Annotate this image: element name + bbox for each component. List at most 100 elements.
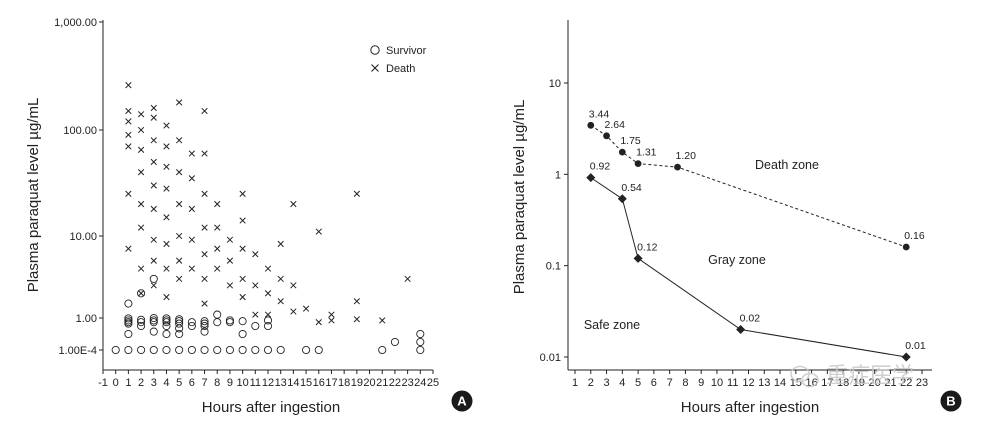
- survivor-point: [175, 317, 184, 326]
- x-tick-label: 15: [300, 377, 312, 389]
- panel-a-letter-badge: A: [451, 390, 473, 412]
- y-tick-label: 1,000.00: [54, 17, 97, 29]
- y-tick-label: 10: [549, 78, 561, 90]
- x-tick-label: 12: [262, 377, 274, 389]
- death-point: [150, 137, 157, 144]
- survivor-point: [263, 316, 273, 325]
- x-tick-label: 11: [727, 377, 738, 389]
- death-threshold-point: [902, 243, 910, 251]
- x-tick-label: 4: [163, 377, 169, 389]
- survivor-point: [162, 345, 171, 355]
- x-tick-label: 15: [790, 377, 802, 389]
- death-point: [315, 319, 322, 326]
- y-tick-label: 100.00: [63, 125, 97, 137]
- survivor-point: [314, 345, 323, 355]
- data-label: 0.01: [905, 340, 926, 352]
- survivor-point: [263, 345, 273, 355]
- death-point: [239, 293, 246, 301]
- data-label: 0.12: [637, 241, 658, 253]
- data-label: 3.44: [589, 108, 610, 120]
- survivor-point: [124, 316, 133, 325]
- x-tick-label: 1: [125, 377, 131, 389]
- x-tick-label: 21: [376, 377, 388, 389]
- x-tick-label: 0: [113, 377, 119, 389]
- x-tick-label: 16: [313, 377, 325, 389]
- death-point: [290, 282, 297, 289]
- death-point: [125, 118, 132, 125]
- x-tick-label: 6: [189, 377, 195, 389]
- x-tick-label: 25: [427, 377, 439, 389]
- y-tick-label: 1.00: [76, 313, 97, 325]
- panel-b-x-ticks: 1 2 3 4 5 6 7 8 9 10 11 12 13 14 15 16 17 18 19 20 21 22 23: [572, 370, 928, 389]
- death-point: [214, 245, 221, 252]
- death-point: [176, 257, 183, 264]
- death-threshold-point: [674, 163, 681, 171]
- x-tick-label: 18: [338, 377, 350, 389]
- survivor-point: [124, 329, 133, 339]
- y-tick-label: 10.00: [69, 231, 97, 243]
- wechat-icon: [790, 365, 819, 388]
- death-point: [137, 146, 145, 153]
- panel-a-data-points: [111, 82, 425, 355]
- survivor-point: [175, 319, 184, 328]
- death-point: [125, 82, 132, 89]
- death-point: [150, 236, 157, 243]
- panel-b-data-points: 3.442.64 1.751.31 1.20 0.16 0.92 0.54 0.12 0.02…: [586, 108, 926, 362]
- data-label: 0.02: [740, 313, 761, 325]
- x-tick-label: 7: [201, 377, 207, 389]
- safe-threshold-point: [586, 173, 596, 183]
- x-tick-label: 12: [742, 377, 754, 389]
- gray-zone-label: Gray zone: [708, 253, 766, 267]
- x-tick-label: -1: [98, 377, 108, 389]
- survivor-point: [251, 321, 260, 331]
- panel-b-letter: B: [946, 394, 955, 409]
- legend-survivor-label: Survivor: [386, 45, 427, 57]
- death-point: [150, 282, 157, 289]
- death-point: [239, 245, 246, 252]
- legend-death-marker: [371, 64, 379, 72]
- survivor-point: [187, 321, 196, 331]
- x-tick-label: 3: [151, 377, 157, 389]
- x-tick-label: 5: [635, 377, 641, 389]
- x-tick-label: 17: [821, 377, 833, 389]
- death-point: [176, 169, 183, 176]
- x-tick-label: 9: [698, 377, 704, 389]
- survivor-point: [149, 318, 158, 327]
- death-point: [137, 169, 145, 176]
- death-point: [201, 251, 208, 258]
- death-point: [379, 317, 386, 324]
- death-point: [353, 298, 360, 305]
- death-point: [188, 236, 195, 243]
- x-tick-label: 6: [651, 377, 657, 389]
- survivor-point: [225, 316, 234, 325]
- death-threshold-point: [634, 160, 642, 168]
- death-point: [264, 311, 272, 318]
- death-point: [163, 265, 170, 272]
- death-point: [137, 200, 145, 208]
- death-point: [239, 190, 246, 197]
- x-tick-label: 10: [711, 377, 723, 389]
- x-tick-label: 22: [389, 377, 401, 389]
- death-point: [226, 236, 234, 243]
- survivor-point: [137, 321, 146, 331]
- data-label: 0.92: [590, 161, 611, 173]
- survivor-point: [137, 315, 146, 324]
- death-point: [176, 200, 183, 208]
- safe-zone-label: Safe zone: [584, 318, 640, 332]
- survivor-point: [124, 345, 133, 355]
- x-tick-label: 8: [214, 377, 220, 389]
- death-point: [125, 131, 132, 139]
- survivor-point: [378, 345, 387, 355]
- death-threshold-point: [618, 148, 626, 156]
- death-point: [290, 308, 297, 315]
- death-zone-label: Death zone: [755, 158, 819, 172]
- death-point: [214, 265, 221, 272]
- x-tick-label: 3: [603, 377, 609, 389]
- x-tick-label: 7: [667, 377, 673, 389]
- survivor-point: [137, 318, 146, 327]
- death-point: [315, 228, 322, 235]
- death-point: [137, 126, 145, 134]
- watermark: 重症医学: [790, 363, 914, 388]
- death-point: [239, 217, 246, 224]
